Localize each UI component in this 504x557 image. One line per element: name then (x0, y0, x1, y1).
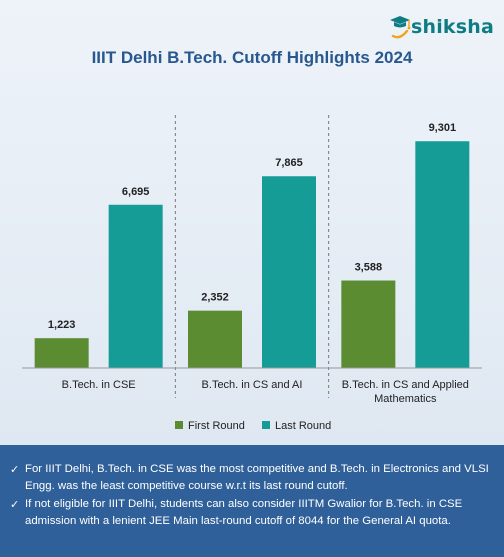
checkmark-icon: ✓ (10, 463, 20, 476)
footer-note: ✓ For IIIT Delhi, B.Tech. in CSE was the… (10, 461, 494, 495)
category-label: B.Tech. in CSE (62, 379, 136, 391)
bar-chart: 1,223 6,695 B.Tech. in CSE 2,352 7,865 B.Tech… (22, 115, 482, 432)
footer-notes: ✓ For IIIT Delhi, B.Tech. in CSE was the… (0, 445, 504, 557)
brand-name: shiksha (410, 16, 494, 38)
chart-title: IIIT Delhi B.Tech. Cutoff Highlights 202… (91, 48, 413, 67)
shiksha-logo: shiksha (389, 14, 494, 40)
graduation-cap-icon (389, 16, 411, 39)
data-label: 3,588 (355, 262, 383, 274)
footer-note: ✓ If not eligible for IIIT Delhi, studen… (10, 496, 494, 530)
data-label: 6,695 (122, 186, 150, 198)
category-label: Mathematics (374, 393, 437, 405)
bar (188, 310, 242, 368)
category-label: B.Tech. in CS and Applied (342, 379, 469, 391)
legend-label: First Round (188, 420, 245, 432)
bar (415, 141, 470, 368)
data-label: 1,223 (48, 319, 76, 331)
legend-label: Last Round (275, 420, 331, 432)
bar (108, 204, 163, 368)
data-label: 9,301 (429, 122, 457, 134)
data-label: 7,865 (275, 157, 303, 169)
category-label: B.Tech. in CS and AI (202, 379, 303, 391)
legend-swatch (175, 421, 183, 429)
footer-note-text: For IIIT Delhi, B.Tech. in CSE was the m… (25, 463, 489, 492)
footer-note-text: If not eligible for IIIT Delhi, students… (25, 498, 463, 527)
bar (262, 176, 316, 368)
legend-swatch (262, 421, 270, 429)
bar (341, 280, 396, 368)
checkmark-icon: ✓ (10, 498, 20, 511)
data-label: 2,352 (201, 292, 229, 304)
bar (34, 338, 89, 368)
